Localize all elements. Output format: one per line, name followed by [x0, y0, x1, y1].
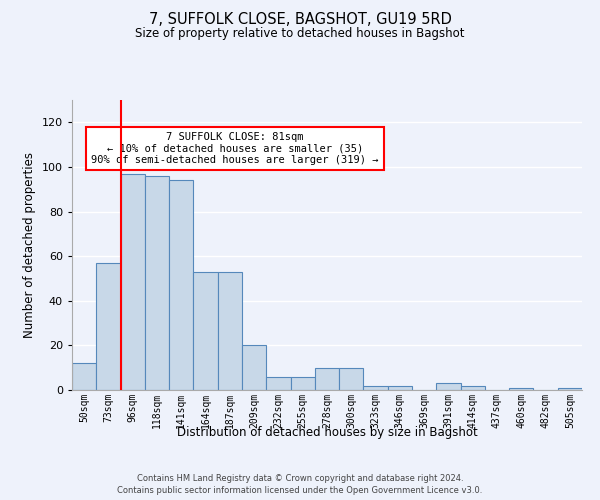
- Bar: [121, 174, 145, 390]
- Text: Distribution of detached houses by size in Bagshot: Distribution of detached houses by size …: [176, 426, 478, 439]
- Bar: [339, 368, 364, 390]
- Text: Contains HM Land Registry data © Crown copyright and database right 2024.
Contai: Contains HM Land Registry data © Crown c…: [118, 474, 482, 495]
- Bar: [461, 386, 485, 390]
- Text: 7, SUFFOLK CLOSE, BAGSHOT, GU19 5RD: 7, SUFFOLK CLOSE, BAGSHOT, GU19 5RD: [149, 12, 451, 28]
- Bar: [242, 346, 266, 390]
- Bar: [72, 363, 96, 390]
- Bar: [558, 388, 582, 390]
- Text: Size of property relative to detached houses in Bagshot: Size of property relative to detached ho…: [135, 28, 465, 40]
- Bar: [169, 180, 193, 390]
- Bar: [364, 386, 388, 390]
- Text: 7 SUFFOLK CLOSE: 81sqm
← 10% of detached houses are smaller (35)
90% of semi-det: 7 SUFFOLK CLOSE: 81sqm ← 10% of detached…: [91, 132, 379, 165]
- Y-axis label: Number of detached properties: Number of detached properties: [23, 152, 36, 338]
- Bar: [509, 388, 533, 390]
- Bar: [266, 376, 290, 390]
- Bar: [145, 176, 169, 390]
- Bar: [388, 386, 412, 390]
- Bar: [96, 263, 121, 390]
- Bar: [290, 376, 315, 390]
- Bar: [193, 272, 218, 390]
- Bar: [436, 384, 461, 390]
- Bar: [218, 272, 242, 390]
- Bar: [315, 368, 339, 390]
